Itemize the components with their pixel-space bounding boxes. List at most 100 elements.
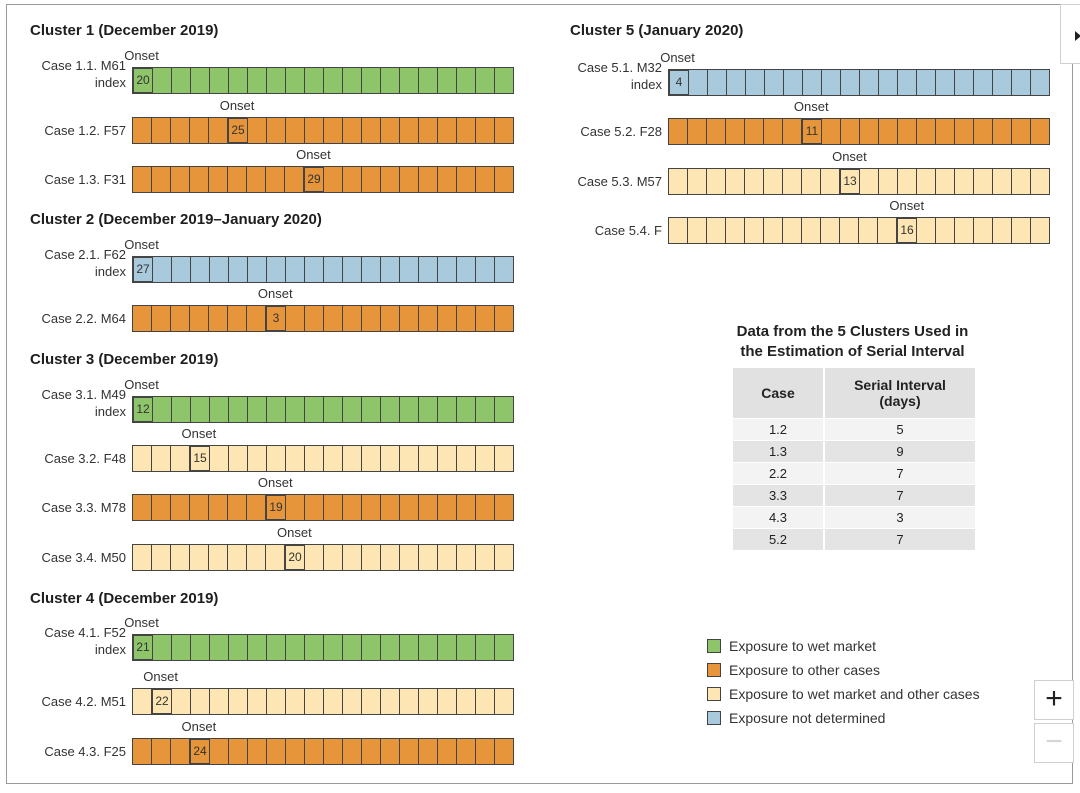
- day-cell: [419, 545, 438, 570]
- day-cell: [324, 739, 343, 764]
- day-cell: [1012, 218, 1031, 243]
- cluster-title: Cluster 4 (December 2019): [30, 590, 219, 607]
- day-cell: [248, 257, 267, 282]
- day-cell: [841, 70, 860, 95]
- day-cell: [133, 306, 152, 331]
- case-label: Case 4.2. M51: [41, 693, 126, 710]
- day-cell: [285, 167, 304, 192]
- zoom-in-button[interactable]: +: [1034, 680, 1074, 720]
- table-row: 4.3 3: [733, 506, 975, 529]
- day-cell: [879, 169, 898, 194]
- cluster-title: Cluster 5 (January 2020): [570, 22, 744, 39]
- case-label: Case 3.1. M49 index: [41, 386, 126, 420]
- day-cell: [821, 218, 840, 243]
- day-cell: [153, 397, 172, 422]
- day-cell: [286, 68, 305, 93]
- onset-label: Onset: [889, 198, 925, 213]
- day-cell: [476, 118, 495, 143]
- day-cell: [362, 167, 381, 192]
- day-cell: [419, 118, 438, 143]
- day-cell: [229, 257, 248, 282]
- day-cell: [438, 545, 457, 570]
- day-cell: [419, 397, 438, 422]
- legend-swatch-orange: [707, 663, 721, 677]
- day-cell: [381, 118, 400, 143]
- col-header-interval-line1: Serial Interval: [854, 377, 946, 393]
- day-cell: [324, 68, 343, 93]
- day-cell: [247, 167, 266, 192]
- case-label: Case 3.4. M50: [41, 549, 126, 566]
- day-cell: [343, 739, 362, 764]
- day-cell: [936, 70, 955, 95]
- day-cell: [476, 545, 495, 570]
- index-label: index: [630, 77, 662, 92]
- day-cell: [381, 446, 400, 471]
- day-cell: [305, 397, 324, 422]
- day-cell: [343, 306, 362, 331]
- day-cell: [400, 68, 419, 93]
- day-cell: [248, 446, 267, 471]
- day-cell: [400, 306, 419, 331]
- case-id: Case 4.3. F25: [44, 744, 126, 759]
- day-cell: [152, 495, 171, 520]
- legend-item: Exposure to other cases: [707, 658, 980, 682]
- day-cell: [133, 495, 152, 520]
- day-cell: [343, 545, 362, 570]
- side-panel-toggle[interactable]: [1060, 4, 1080, 64]
- day-cell: [419, 739, 438, 764]
- onset-day-cell: 4: [669, 70, 689, 95]
- table-row: 5.2 7: [733, 528, 975, 550]
- day-cell: [324, 446, 343, 471]
- day-cell: [343, 689, 362, 714]
- legend-item: Exposure to wet market: [707, 634, 980, 658]
- day-cell: [152, 306, 171, 331]
- day-cell: [438, 306, 457, 331]
- day-cell: [172, 68, 191, 93]
- case-timeline-bar: 24: [132, 738, 514, 765]
- onset-label: Onset: [832, 149, 867, 164]
- day-cell: [840, 218, 859, 243]
- onset-label: Onset: [124, 48, 159, 63]
- case-id: Case 5.4. F: [594, 223, 662, 238]
- onset-day-cell: 20: [285, 545, 305, 570]
- day-cell: [267, 689, 286, 714]
- day-cell: [669, 119, 688, 144]
- legend-swatch-light: [707, 687, 721, 701]
- case-id: Case 2.2. M64: [41, 311, 126, 326]
- cell-interval: 5: [824, 418, 975, 441]
- day-cell: [495, 257, 513, 282]
- day-cell: [993, 218, 1012, 243]
- zoom-out-button[interactable]: −: [1034, 723, 1074, 763]
- day-cell: [362, 118, 381, 143]
- day-cell: [153, 635, 172, 660]
- onset-day-cell: 15: [190, 446, 210, 471]
- cell-case: 1.3: [733, 440, 825, 463]
- case-id: Case 3.4. M50: [41, 550, 126, 565]
- day-cell: [746, 70, 765, 95]
- day-cell: [438, 397, 457, 422]
- legend-item: Exposure to wet market and other cases: [707, 682, 980, 706]
- case-timeline-bar: 20: [132, 544, 514, 571]
- case-timeline-bar: 16: [668, 217, 1050, 244]
- case-id: Case 4.1. F52: [44, 625, 126, 640]
- day-cell: [228, 545, 247, 570]
- day-cell: [172, 635, 191, 660]
- day-cell: [707, 218, 726, 243]
- day-cell: [305, 68, 324, 93]
- day-cell: [859, 218, 878, 243]
- day-cell: [974, 119, 993, 144]
- case-id: Case 5.1. M32: [577, 60, 662, 75]
- day-cell: [438, 257, 457, 282]
- day-cell: [917, 218, 936, 243]
- day-cell: [190, 167, 209, 192]
- day-cell: [381, 739, 400, 764]
- case-timeline-bar: 19: [132, 494, 514, 521]
- day-cell: [362, 545, 381, 570]
- table-title: Data from the 5 Clusters Used in the Est…: [700, 322, 1005, 362]
- day-cell: [1031, 218, 1049, 243]
- table-title-line2: the Estimation of Serial Interval: [740, 343, 965, 360]
- day-cell: [343, 118, 362, 143]
- day-cell: [171, 545, 190, 570]
- day-cell: [133, 118, 152, 143]
- case-label: Case 5.3. M57: [577, 173, 662, 190]
